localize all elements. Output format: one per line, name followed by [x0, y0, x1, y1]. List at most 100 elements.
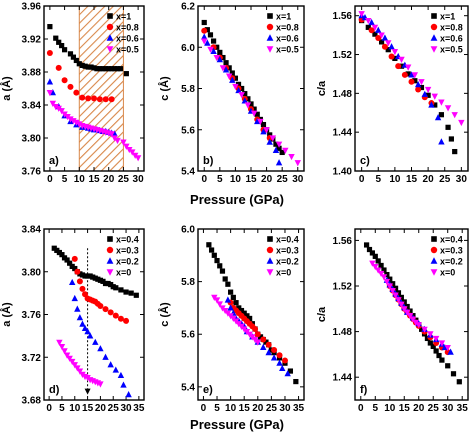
- data-point: [56, 39, 62, 45]
- legend-marker: [266, 269, 274, 276]
- series-x=0.3: [227, 299, 288, 364]
- data-point: [401, 71, 408, 78]
- panel-label: e): [203, 384, 213, 396]
- data-point: [412, 319, 420, 327]
- y-tick-label: 1.48: [333, 327, 353, 338]
- data-point: [207, 46, 214, 53]
- y-tick-label: 1.48: [333, 89, 353, 100]
- data-point: [368, 27, 375, 34]
- series-x=0.3: [71, 255, 130, 324]
- legend-label: x=0.8: [116, 23, 139, 33]
- data-point: [260, 336, 267, 343]
- data-point: [49, 100, 57, 107]
- data-point: [76, 278, 83, 285]
- x-tick-label: 30: [442, 403, 454, 414]
- data-point: [276, 352, 283, 359]
- y-tick-label: 3.76: [22, 310, 42, 321]
- x-tick-label: 10: [69, 403, 81, 414]
- x-tick-label: 10: [74, 174, 86, 185]
- data-point: [216, 301, 223, 308]
- data-point: [365, 17, 372, 25]
- data-point: [228, 289, 234, 295]
- legend: x=0.4x=0.3x=0.2x=0: [430, 235, 463, 278]
- data-point: [81, 324, 89, 331]
- data-point: [129, 149, 136, 156]
- data-point: [398, 56, 405, 63]
- x-tick-label: 25: [277, 174, 289, 185]
- data-point: [438, 340, 446, 347]
- legend-label: x=1: [440, 12, 455, 22]
- x-tick-label: 10: [225, 403, 237, 414]
- data-point: [275, 159, 283, 166]
- data-point: [378, 32, 385, 39]
- data-point: [403, 309, 411, 316]
- data-point: [375, 26, 382, 33]
- data-point: [260, 343, 267, 350]
- data-point: [58, 108, 65, 115]
- data-point: [276, 145, 282, 151]
- data-point: [210, 38, 217, 44]
- data-point: [251, 106, 257, 112]
- data-point: [201, 33, 208, 40]
- legend-marker: [266, 246, 274, 254]
- panel-6: 0 5 10 15 20 25 30 35 1.44 1.48 1.52 1.56 c/a f) x=0.4…: [316, 228, 469, 414]
- data-point: [358, 11, 365, 18]
- y-tick-label: 5.6: [181, 125, 195, 136]
- data-point: [427, 340, 433, 346]
- series-x=0.5: [46, 90, 142, 162]
- data-point: [71, 294, 78, 302]
- x-tick-label: 15: [239, 403, 251, 414]
- data-point: [388, 53, 395, 60]
- legend-label: x=0: [276, 268, 291, 278]
- data-point: [55, 105, 62, 112]
- data-point: [241, 310, 247, 316]
- data-point: [225, 73, 233, 80]
- legend-marker: [430, 246, 438, 254]
- legend-label: x=0.5: [116, 45, 139, 55]
- series-x=0.8: [358, 16, 435, 107]
- x-tick-label: 5: [373, 403, 379, 414]
- data-point: [257, 118, 264, 126]
- y-axis-title: c/a: [316, 80, 328, 96]
- y-tick-label: 5.8: [181, 84, 195, 95]
- y-axis-title: a (Å): [0, 76, 13, 101]
- x-tick-label: 5: [217, 174, 223, 185]
- legend-label: x=0.4: [440, 235, 463, 245]
- data-point: [85, 95, 92, 102]
- legend-marker: [106, 46, 114, 53]
- y-tick-label: 5.6: [181, 330, 195, 341]
- data-point: [445, 363, 451, 369]
- data-point: [380, 274, 388, 281]
- data-point: [204, 27, 210, 33]
- data-point: [123, 289, 129, 295]
- data-point: [235, 86, 242, 94]
- x-tick-label: 30: [456, 174, 468, 185]
- data-point: [381, 267, 387, 273]
- data-point: [381, 43, 388, 50]
- data-point: [275, 141, 283, 148]
- data-point: [406, 313, 414, 320]
- x-tick-label: 10: [230, 174, 242, 185]
- data-point: [201, 27, 208, 34]
- x-tick-label: 35: [457, 403, 469, 414]
- legend-marker: [431, 236, 437, 242]
- legend: x=1x=0.8x=0.6x=0.5: [266, 12, 299, 55]
- data-point: [385, 40, 392, 47]
- data-point: [372, 31, 378, 37]
- x-tick-label: 30: [279, 403, 291, 414]
- legend-marker: [267, 236, 273, 242]
- legend-marker: [106, 34, 114, 41]
- series-x=0.8: [46, 50, 115, 103]
- series-x=0.6: [201, 33, 283, 166]
- data-point: [439, 357, 445, 363]
- data-point: [254, 117, 261, 125]
- data-point: [408, 71, 415, 78]
- data-point: [111, 66, 118, 72]
- legend-marker: [107, 13, 113, 19]
- data-point: [260, 128, 267, 135]
- data-point: [232, 75, 239, 81]
- data-point: [112, 312, 119, 319]
- legend-label: x=0: [116, 268, 131, 278]
- legend-marker: [266, 34, 274, 41]
- data-point: [447, 348, 454, 355]
